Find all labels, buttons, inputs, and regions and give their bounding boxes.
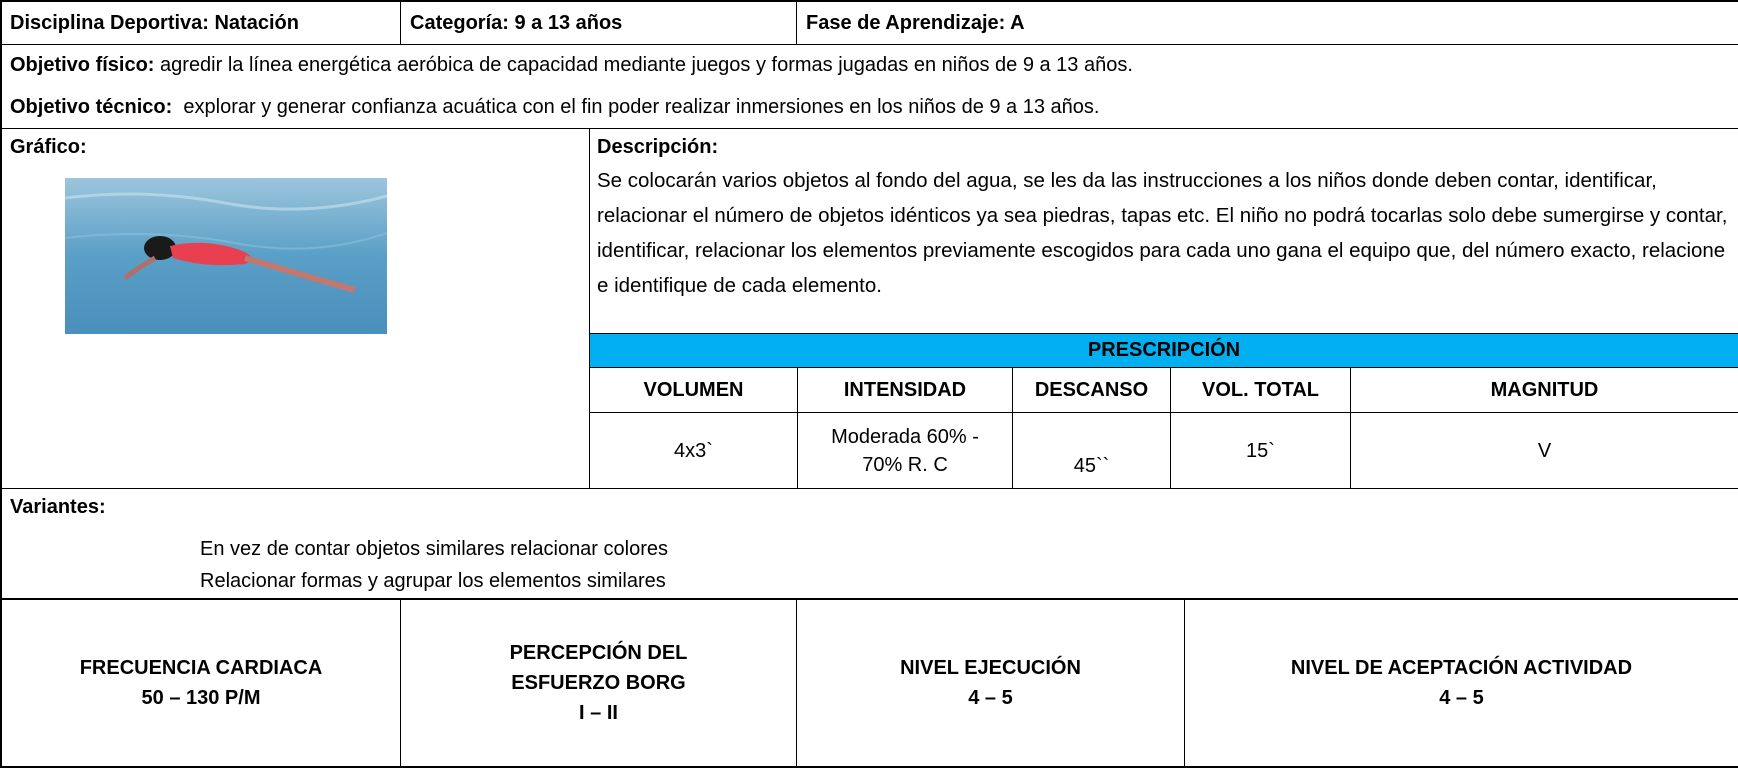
border bbox=[589, 412, 1738, 413]
graphic-label: Gráfico: bbox=[10, 136, 87, 158]
label: Objetivo físico: bbox=[10, 54, 155, 76]
variants-label: Variantes: bbox=[10, 496, 106, 518]
footer-value: I – II bbox=[579, 702, 618, 724]
prescription-value: 45`` bbox=[1013, 413, 1170, 488]
variant: En vez de contar objetos similares relac… bbox=[200, 538, 668, 560]
text: agredir la línea energética aeróbica de … bbox=[160, 54, 1133, 76]
prescription-header: INTENSIDAD bbox=[798, 368, 1012, 412]
footer-value: 4 – 5 bbox=[968, 687, 1013, 709]
description-label: Descripción: bbox=[597, 136, 719, 158]
value-text: V bbox=[1537, 439, 1552, 462]
border bbox=[1350, 367, 1351, 488]
phase: Fase de Aprendizaje: A bbox=[806, 12, 1025, 34]
border bbox=[0, 128, 1738, 129]
variant: Relacionar formas y agrupar los elemento… bbox=[200, 570, 666, 592]
footer-value: 50 – 130 P/M bbox=[141, 687, 261, 709]
prescription-header: VOL. TOTAL bbox=[1171, 368, 1350, 412]
header-text: VOL. TOTAL bbox=[1201, 378, 1320, 401]
border bbox=[589, 333, 1738, 334]
header-text: MAGNITUD bbox=[1490, 378, 1599, 401]
swimmer-photo bbox=[65, 178, 387, 334]
footer-title: NIVEL EJECUCIÓN bbox=[900, 657, 1081, 679]
border bbox=[796, 598, 797, 768]
prescription-value: 15` bbox=[1171, 413, 1350, 488]
text: explorar y generar confianza acuática co… bbox=[183, 96, 1100, 118]
prescription-value: Moderada 60% - 70% R. C bbox=[798, 413, 1012, 488]
prescription-value: 4x3` bbox=[590, 413, 797, 488]
footer-cell: FRECUENCIA CARDIACA 50 – 130 P/M bbox=[2, 600, 400, 766]
title: PRESCRIPCIÓN bbox=[1087, 339, 1241, 361]
value-text: 45`` bbox=[1073, 455, 1110, 477]
prescription-header: VOLUMEN bbox=[590, 368, 797, 412]
prescription-header: DESCANSO bbox=[1013, 368, 1170, 412]
label: Objetivo técnico: bbox=[10, 96, 173, 118]
border bbox=[0, 44, 1738, 45]
objective-physical: Objetivo físico: agredir la línea energé… bbox=[10, 54, 1133, 77]
prescription-title: PRESCRIPCIÓN bbox=[590, 334, 1738, 367]
header-text: INTENSIDAD bbox=[843, 378, 967, 401]
border bbox=[0, 0, 1738, 2]
value-text: 4x3` bbox=[674, 439, 713, 462]
border bbox=[589, 128, 590, 488]
border bbox=[796, 0, 797, 44]
discipline: Disciplina Deportiva: Natación bbox=[10, 12, 299, 34]
border bbox=[400, 598, 401, 768]
category: Categoría: 9 a 13 años bbox=[410, 12, 623, 34]
footer-value: 4 – 5 bbox=[1439, 687, 1484, 709]
value-text: Moderada 60% - 70% R. C bbox=[831, 425, 979, 476]
border bbox=[400, 0, 401, 44]
border bbox=[0, 766, 1738, 768]
footer-cell: NIVEL EJECUCIÓN 4 – 5 bbox=[797, 600, 1184, 766]
header-text: VOLUMEN bbox=[643, 378, 744, 401]
prescription-header: MAGNITUD bbox=[1351, 368, 1738, 412]
footer-title: FRECUENCIA CARDIACA bbox=[79, 657, 323, 679]
variants-list: En vez de contar objetos similares relac… bbox=[200, 533, 668, 597]
footer-title: NIVEL DE ACEPTACIÓN ACTIVIDAD bbox=[1290, 657, 1633, 679]
border bbox=[589, 367, 1738, 368]
footer-title: PERCEPCIÓN DEL ESFUERZO BORG bbox=[509, 642, 688, 694]
header-text: DESCANSO bbox=[1034, 378, 1149, 401]
border bbox=[1184, 598, 1185, 768]
objective-technical: Objetivo técnico: explorar y generar con… bbox=[10, 96, 1099, 119]
border bbox=[1170, 367, 1171, 488]
footer-cell: NIVEL DE ACEPTACIÓN ACTIVIDAD 4 – 5 bbox=[1185, 600, 1738, 766]
prescription-value: V bbox=[1351, 413, 1738, 488]
border bbox=[0, 488, 1738, 489]
description-text: Se colocarán varios objetos al fondo del… bbox=[597, 169, 1728, 297]
value-text: 15` bbox=[1246, 439, 1275, 462]
border bbox=[797, 367, 798, 488]
border bbox=[0, 598, 1738, 600]
border bbox=[1012, 367, 1013, 488]
footer-cell: PERCEPCIÓN DEL ESFUERZO BORG I – II bbox=[401, 600, 796, 766]
border bbox=[0, 0, 2, 768]
